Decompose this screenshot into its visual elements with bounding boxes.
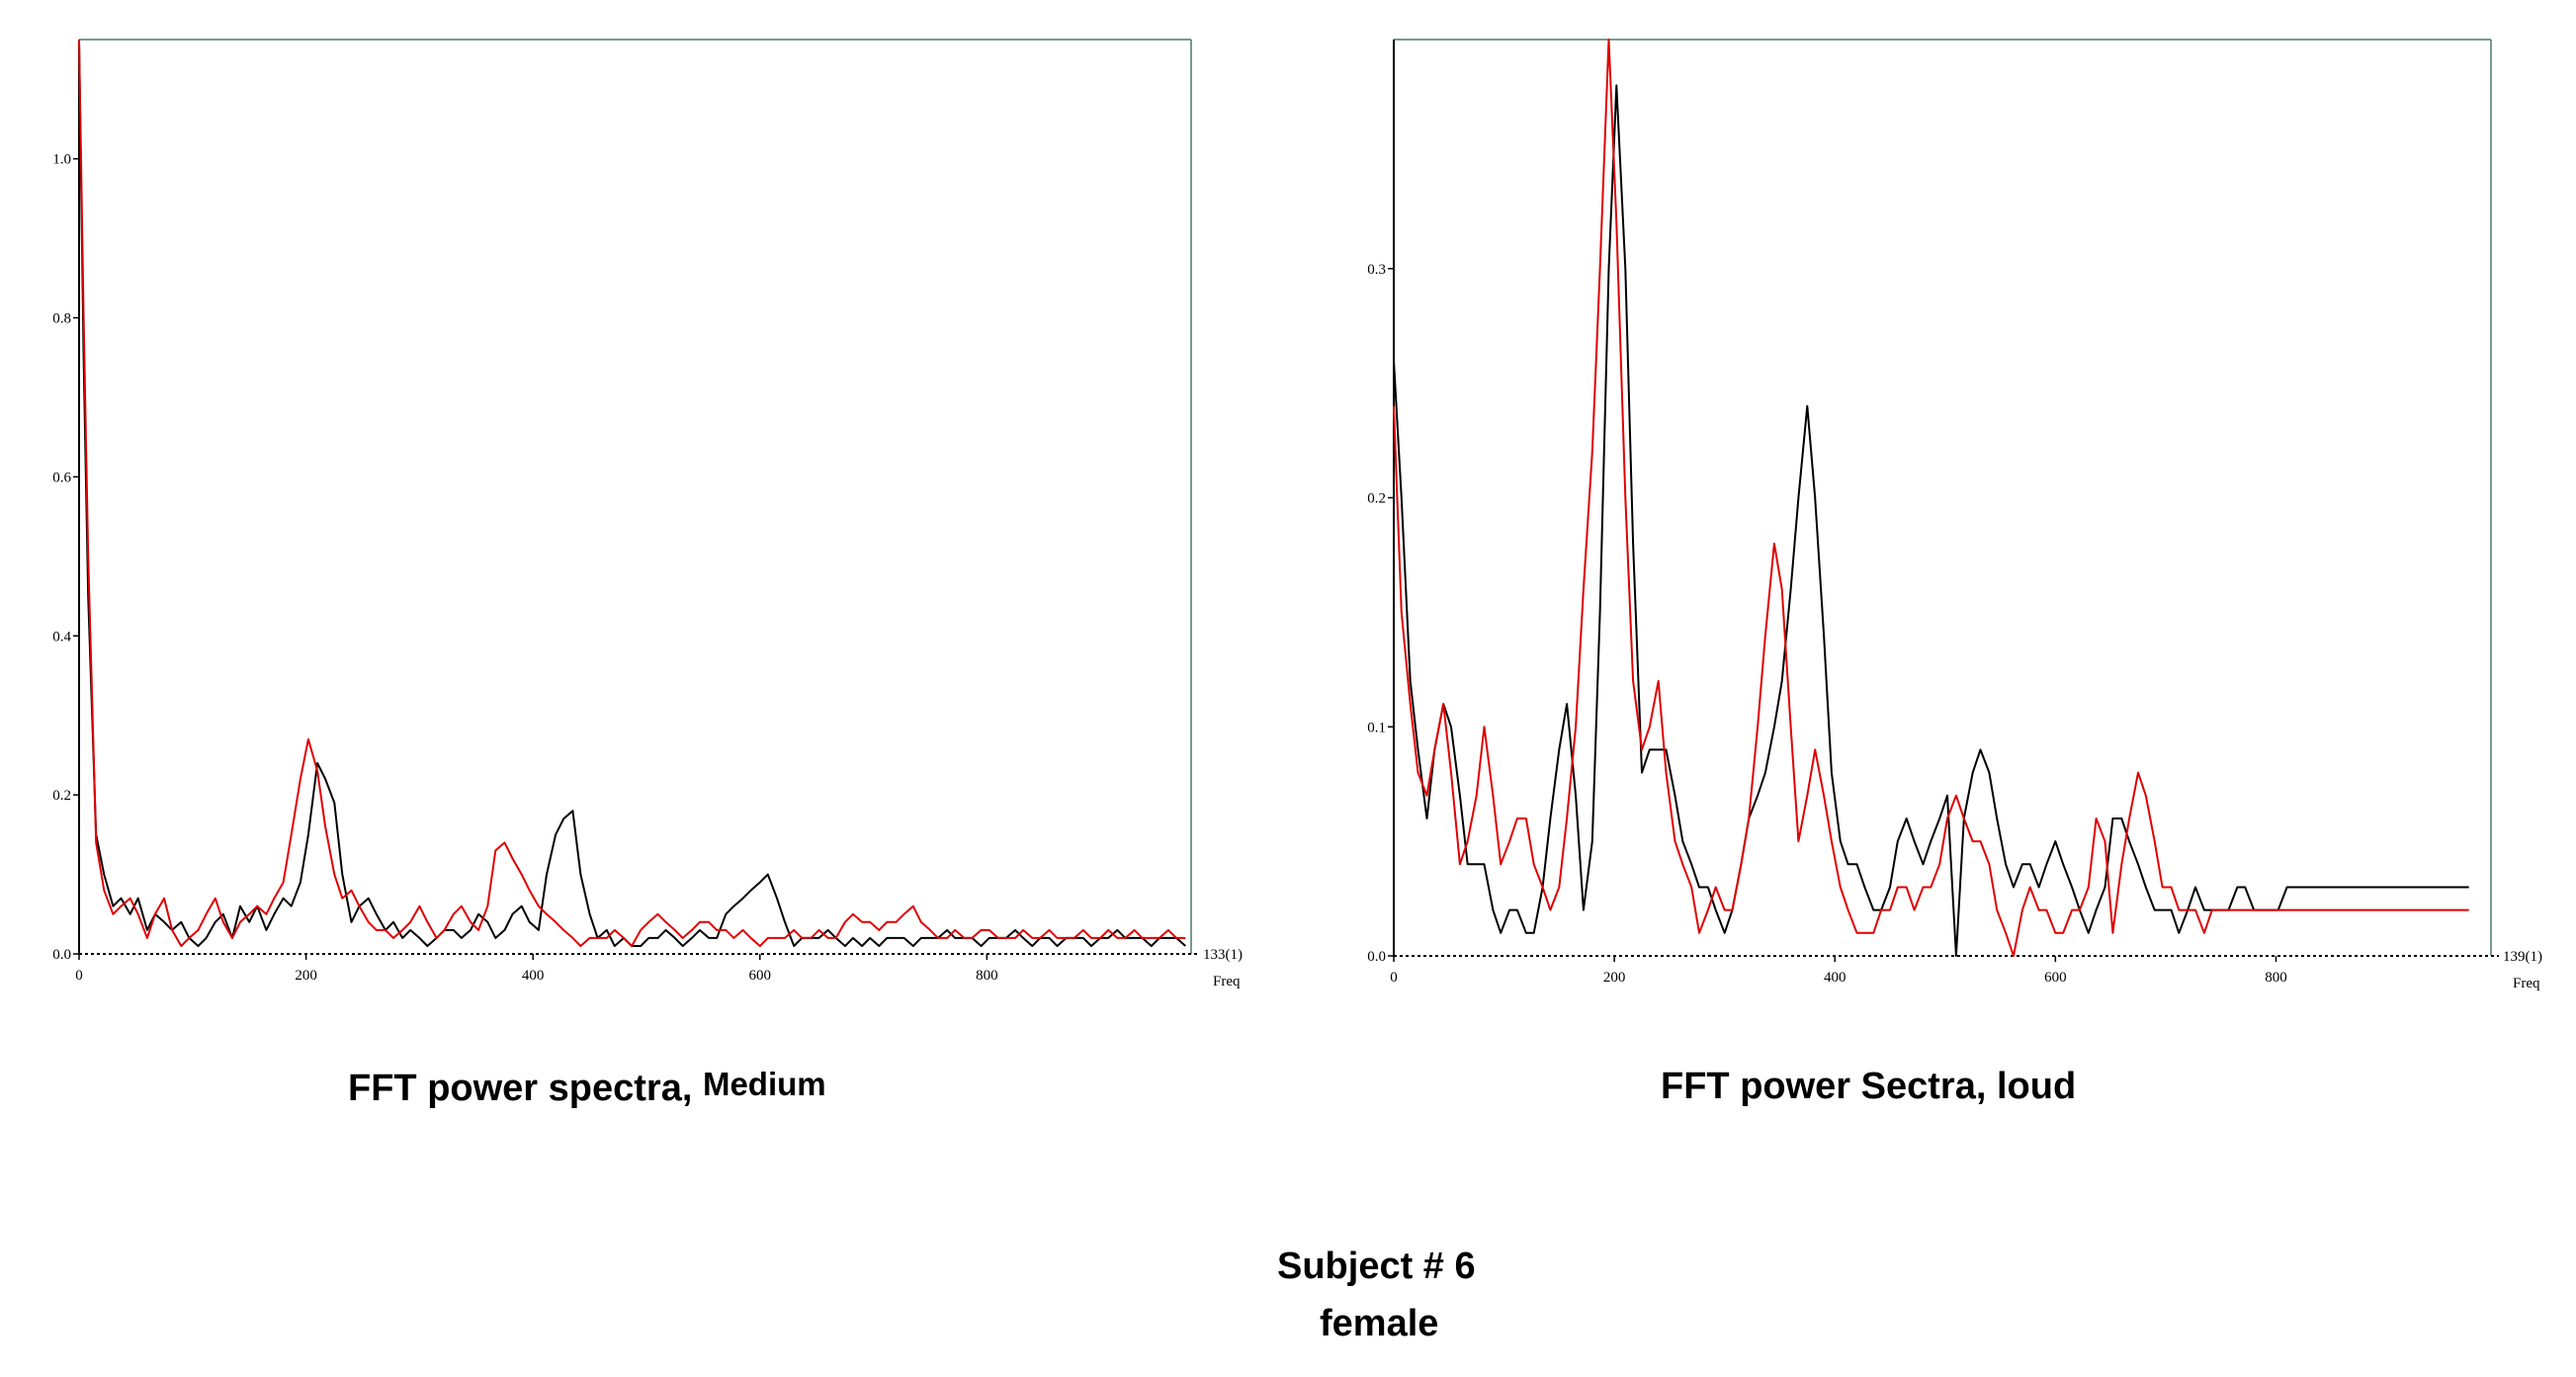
loud-xtick-label: 600 <box>2044 970 2067 986</box>
medium-series-black <box>78 39 1186 947</box>
loud-series-red <box>1393 39 2469 957</box>
loud-ytick-label: 0.1 <box>1367 720 1386 735</box>
medium-ytick-label: 1.0 <box>52 152 71 168</box>
loud-ytick-label: 0.0 <box>1367 949 1386 965</box>
medium-ytick-label: 0.4 <box>52 629 71 645</box>
gender-label: female <box>1320 1303 1439 1344</box>
loud-series-black <box>1393 84 2469 957</box>
caption-medium-main: FFT power spectra, <box>348 1068 693 1109</box>
caption-loud: FFT power Sectra, loud <box>1661 1066 2077 1107</box>
loud-x-axis-label: Freq <box>2513 976 2540 991</box>
fft-chart-medium: 0.0 0.2 0.4 0.6 0.8 1.0 0 200 400 600 800 133(1) Fre… <box>52 39 1243 990</box>
medium-xtick-label: 800 <box>976 968 998 984</box>
loud-end-label: 139(1) <box>2503 949 2542 965</box>
caption-medium: FFT power spectra, Medium <box>348 1066 826 1110</box>
medium-xtick-label: 200 <box>295 968 317 984</box>
loud-xtick-label: 400 <box>1824 970 1846 986</box>
medium-xtick-label: 400 <box>522 968 545 984</box>
fft-chart-loud: 0.0 0.1 0.2 0.3 0 200 400 600 800 139(1) Freq <box>1367 39 2542 991</box>
caption-medium-sub: Medium <box>702 1066 826 1102</box>
loud-ytick-label: 0.3 <box>1367 262 1386 278</box>
medium-ytick-label: 0.0 <box>52 947 71 963</box>
medium-end-label: 133(1) <box>1203 947 1243 963</box>
medium-xtick-label: 600 <box>749 968 772 984</box>
medium-series-red <box>78 39 1186 947</box>
medium-ytick-label: 0.8 <box>52 311 71 327</box>
medium-ytick-label: 0.6 <box>52 470 71 485</box>
medium-ytick-label: 0.2 <box>52 788 71 804</box>
loud-xtick-label: 800 <box>2265 970 2287 986</box>
loud-ytick-label: 0.2 <box>1367 491 1386 507</box>
subject-label: Subject # 6 <box>1277 1246 1476 1287</box>
medium-xtick-label: 0 <box>75 968 83 984</box>
medium-x-axis-label: Freq <box>1213 974 1241 990</box>
loud-xtick-label: 200 <box>1603 970 1626 986</box>
loud-xtick-label: 0 <box>1390 970 1398 986</box>
